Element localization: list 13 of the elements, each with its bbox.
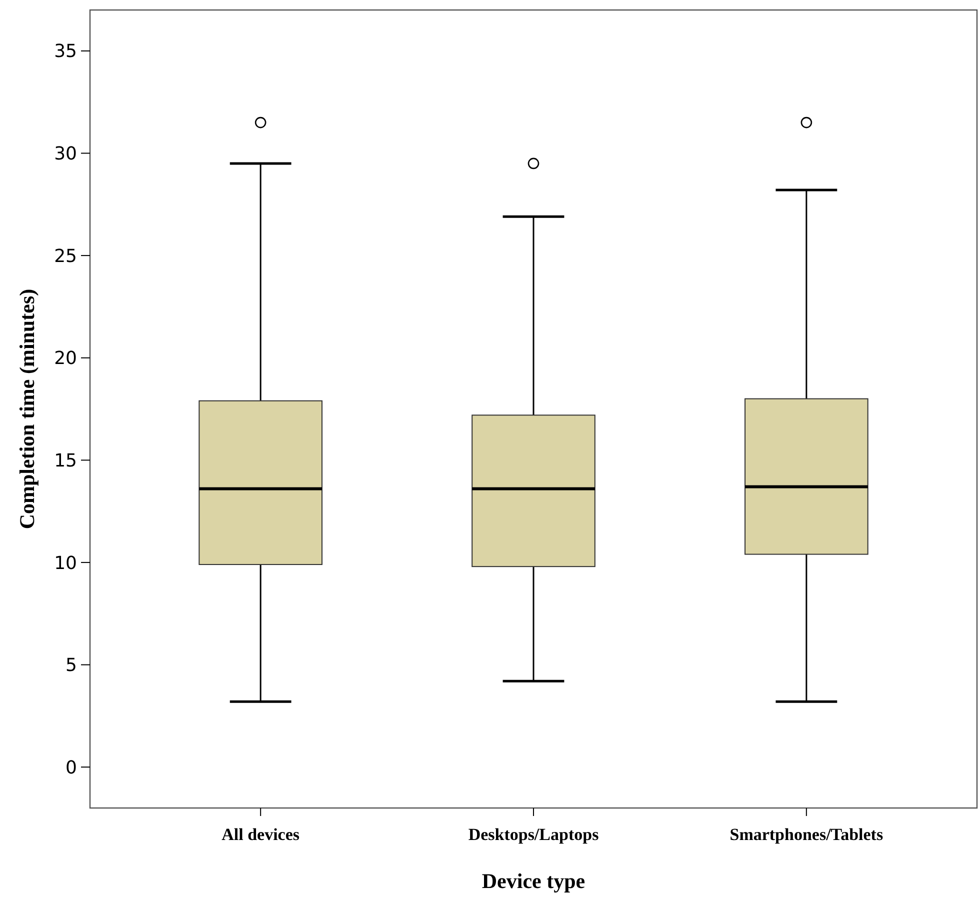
y-tick-label: 35 <box>54 41 77 62</box>
y-tick-label: 20 <box>54 348 77 370</box>
x-tick-label: All devices <box>222 825 300 844</box>
x-tick-label: Smartphones/Tablets <box>730 825 884 844</box>
y-tick-label: 5 <box>66 655 77 676</box>
y-tick-label: 10 <box>54 552 77 574</box>
y-tick-label: 25 <box>54 246 77 267</box>
y-tick-label: 0 <box>66 757 77 778</box>
y-tick-label: 30 <box>54 144 77 165</box>
y-tick-label: 15 <box>54 450 77 472</box>
x-tick-label: Desktops/Laptops <box>468 825 600 844</box>
x-axis-title: Device type <box>482 869 586 893</box>
y-axis-title: Completion time (minutes) <box>15 288 39 530</box>
